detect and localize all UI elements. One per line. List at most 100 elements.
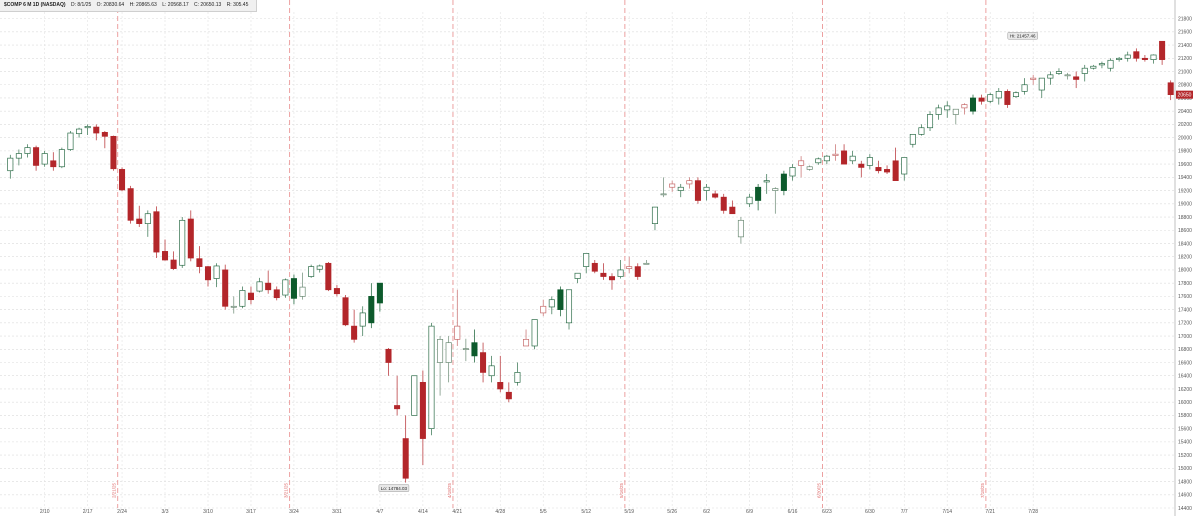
candle-body [256, 281, 263, 292]
x-tick-label: 6/2 [703, 509, 710, 515]
candle-body [798, 160, 805, 166]
candle-body [76, 128, 83, 135]
candle-body [694, 180, 701, 201]
markers: Hi: 21457.46 Lo: 14784.03 20650 [378, 32, 1193, 492]
candle-body [1030, 77, 1037, 80]
x-axis: 2/10 2/17 2/24 3/3 3/10 3/17 3/24 3/31 4/7 4/14 4/… [40, 509, 1038, 515]
candle-body [41, 153, 48, 165]
x-tick-label: 3/3 [162, 509, 169, 515]
y-tick-label: 16800 [1178, 347, 1192, 353]
high-marker-label: Hi: 21457.46 [1010, 33, 1036, 38]
y-tick-label: 16000 [1178, 400, 1192, 406]
y-tick-label: 20000 [1178, 135, 1192, 141]
candle-body [961, 104, 968, 109]
candle-body [239, 290, 246, 307]
y-tick-label: 18000 [1178, 268, 1192, 274]
y-tick-label: 15800 [1178, 413, 1192, 419]
candle-body [952, 108, 959, 115]
candle-body [617, 269, 624, 277]
x-tick-label: 5/26 [667, 509, 677, 515]
candle-body [1055, 71, 1062, 74]
date-label: D: 8/1/25 [70, 2, 92, 8]
x-tick-label: 3/10 [203, 509, 213, 515]
candle-body [677, 186, 684, 191]
candle-body [93, 126, 100, 134]
candle-body [480, 352, 487, 373]
x-tick-label: 7/21 [985, 509, 995, 515]
candle-body [411, 375, 418, 416]
candle-body [780, 173, 787, 191]
candle-body [918, 127, 925, 135]
candle-body [935, 107, 942, 115]
candle-body [153, 211, 160, 253]
candle-body [144, 213, 151, 224]
x-tick-label: 7/14 [942, 509, 952, 515]
y-tick-label: 14600 [1178, 493, 1192, 499]
candle-body [1073, 76, 1080, 80]
candle-body [119, 169, 126, 191]
candle-body [737, 219, 744, 238]
candle-body [866, 157, 873, 166]
candle-body [995, 91, 1002, 99]
candle-body [1150, 54, 1157, 60]
open-label: O: 20830.64 [96, 2, 125, 8]
candle-body [437, 339, 444, 363]
y-tick-label: 21600 [1178, 30, 1192, 36]
candle-body [1098, 63, 1105, 66]
candle-body [763, 180, 770, 183]
candle-body [204, 266, 212, 281]
candle-body [325, 262, 332, 291]
candle-body [987, 94, 994, 102]
y-tick-label: 21400 [1178, 43, 1192, 49]
candle-body [514, 372, 521, 383]
candle-body [531, 319, 538, 347]
candle-body [755, 186, 762, 201]
high-marker-box [1007, 32, 1039, 40]
x-tick-label: 7/28 [1028, 509, 1038, 515]
candle-body [15, 153, 22, 159]
candle-body [33, 147, 40, 166]
expiration-label: 3/21/25 [284, 482, 289, 498]
candle-body [497, 381, 504, 390]
candle-body [394, 405, 401, 410]
y-tick-label: 19800 [1178, 149, 1192, 155]
candle-body [703, 186, 710, 191]
y-tick-label: 21200 [1178, 56, 1192, 62]
candle-body [342, 297, 349, 326]
range-label: R: 305.45 [226, 2, 249, 8]
candle-body [282, 279, 289, 296]
candle-body [1064, 74, 1071, 77]
y-axis: 14400 14600 14800 15000 15200 15400 15600 15800… [1174, 0, 1192, 516]
expiration-label: 7/18/25 [980, 482, 985, 498]
y-tick-label: 16400 [1178, 374, 1192, 380]
candle-body [875, 167, 882, 172]
candle-body [978, 97, 985, 102]
x-tick-label: 3/31 [332, 509, 342, 515]
y-tick-label: 17800 [1178, 281, 1192, 287]
candle-body [162, 251, 169, 261]
candle-body [1141, 57, 1148, 60]
x-tick-label: 5/12 [581, 509, 591, 515]
candle-body [222, 269, 229, 307]
y-tick-label: 17000 [1178, 334, 1192, 340]
y-tick-label: 18800 [1178, 215, 1192, 221]
candle-body [24, 147, 31, 154]
candle-body [574, 272, 581, 279]
candle-body [806, 166, 813, 170]
y-tick-label: 16200 [1178, 387, 1192, 393]
candle-body [1133, 51, 1140, 59]
low-label: L: 20568.17 [162, 2, 189, 8]
candle-body [832, 153, 839, 156]
x-tick-label: 2/17 [83, 509, 93, 515]
candle-body [548, 299, 555, 308]
candle-body [815, 158, 822, 164]
candle-body [969, 97, 977, 112]
candle-body [7, 157, 14, 172]
y-tick-label: 16600 [1178, 360, 1192, 366]
candle-body [643, 262, 650, 265]
candle-body [1090, 65, 1097, 69]
candle-body [247, 292, 254, 301]
